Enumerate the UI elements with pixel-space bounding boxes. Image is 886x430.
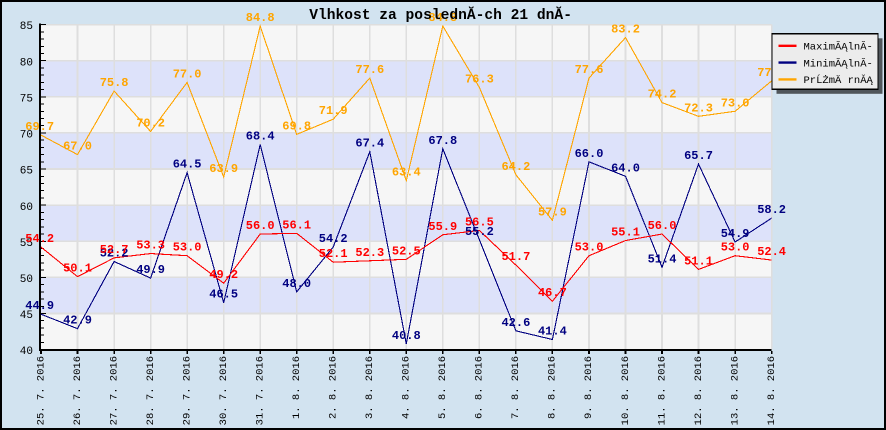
svg-text:67.8: 67.8 xyxy=(428,134,457,148)
svg-text:8. 8. 2016: 8. 8. 2016 xyxy=(547,356,559,419)
svg-text:64.2: 64.2 xyxy=(501,160,530,174)
svg-text:52.2: 52.2 xyxy=(100,247,129,261)
svg-text:84.8: 84.8 xyxy=(246,11,275,25)
svg-text:46.5: 46.5 xyxy=(209,288,238,302)
svg-text:13. 8. 2016: 13. 8. 2016 xyxy=(729,356,741,425)
svg-text:64.0: 64.0 xyxy=(611,161,640,175)
svg-text:67.0: 67.0 xyxy=(63,140,92,154)
svg-text:7. 8. 2016: 7. 8. 2016 xyxy=(510,356,522,419)
svg-text:57.9: 57.9 xyxy=(538,205,567,219)
svg-text:83.2: 83.2 xyxy=(611,23,640,37)
svg-text:58.2: 58.2 xyxy=(757,203,786,217)
svg-text:52.4: 52.4 xyxy=(757,245,786,259)
svg-text:50: 50 xyxy=(20,274,33,286)
svg-text:70: 70 xyxy=(20,130,33,142)
svg-text:25. 7. 2016: 25. 7. 2016 xyxy=(35,356,47,425)
svg-text:3. 8. 2016: 3. 8. 2016 xyxy=(364,356,376,419)
svg-text:63.4: 63.4 xyxy=(392,166,421,180)
svg-text:65.7: 65.7 xyxy=(684,149,713,163)
svg-text:MinimĂĄlnĂ-: MinimĂĄlnĂ- xyxy=(804,56,873,70)
svg-text:53.0: 53.0 xyxy=(575,241,604,255)
svg-text:55.2: 55.2 xyxy=(465,225,494,239)
svg-text:67.4: 67.4 xyxy=(355,137,384,151)
svg-text:10. 8. 2016: 10. 8. 2016 xyxy=(620,356,632,425)
svg-text:30. 7. 2016: 30. 7. 2016 xyxy=(218,356,230,425)
svg-text:2. 8. 2016: 2. 8. 2016 xyxy=(328,356,340,419)
svg-text:28. 7. 2016: 28. 7. 2016 xyxy=(145,356,157,425)
svg-text:84.8: 84.8 xyxy=(428,11,457,25)
svg-text:5. 8. 2016: 5. 8. 2016 xyxy=(437,356,449,419)
svg-text:77.6: 77.6 xyxy=(355,63,384,77)
svg-text:27. 7. 2016: 27. 7. 2016 xyxy=(108,356,120,425)
svg-text:26. 7. 2016: 26. 7. 2016 xyxy=(72,356,84,425)
svg-text:53.3: 53.3 xyxy=(136,239,165,253)
svg-text:44.9: 44.9 xyxy=(25,299,54,313)
svg-text:53.0: 53.0 xyxy=(173,241,202,255)
svg-text:48.0: 48.0 xyxy=(282,277,311,291)
svg-text:71.9: 71.9 xyxy=(319,104,348,118)
svg-text:52.3: 52.3 xyxy=(355,246,384,260)
svg-text:63.9: 63.9 xyxy=(209,162,238,176)
svg-text:52.1: 52.1 xyxy=(319,247,348,261)
svg-text:53.0: 53.0 xyxy=(721,241,750,255)
svg-text:46.7: 46.7 xyxy=(538,286,567,300)
svg-text:56.1: 56.1 xyxy=(282,218,311,232)
svg-text:54.2: 54.2 xyxy=(25,232,54,246)
svg-text:69.7: 69.7 xyxy=(25,120,54,134)
svg-text:77.0: 77.0 xyxy=(173,67,202,81)
svg-text:45: 45 xyxy=(20,310,33,322)
svg-text:11. 8. 2016: 11. 8. 2016 xyxy=(656,356,668,425)
svg-text:6. 8. 2016: 6. 8. 2016 xyxy=(474,356,486,419)
svg-text:41.4: 41.4 xyxy=(538,325,567,339)
svg-text:49.2: 49.2 xyxy=(209,268,238,282)
svg-text:4. 8. 2016: 4. 8. 2016 xyxy=(401,356,413,419)
svg-text:42.6: 42.6 xyxy=(501,316,530,330)
svg-text:Vlhkost za poslednĂ-ch 21 dnĂ-: Vlhkost za poslednĂ-ch 21 dnĂ- xyxy=(309,6,572,24)
svg-text:72.3: 72.3 xyxy=(684,101,713,115)
svg-text:56.0: 56.0 xyxy=(648,219,677,233)
svg-text:80: 80 xyxy=(20,57,33,69)
svg-text:69.8: 69.8 xyxy=(282,119,311,133)
svg-text:76.3: 76.3 xyxy=(465,72,494,86)
svg-text:56.0: 56.0 xyxy=(246,219,275,233)
svg-text:52.5: 52.5 xyxy=(392,244,421,258)
svg-text:55.9: 55.9 xyxy=(428,220,457,234)
svg-text:54.9: 54.9 xyxy=(721,227,750,241)
svg-text:75: 75 xyxy=(20,93,33,105)
svg-text:29. 7. 2016: 29. 7. 2016 xyxy=(181,356,193,425)
svg-text:66.0: 66.0 xyxy=(575,147,604,161)
svg-text:MaximĂĄlnĂ-: MaximĂĄlnĂ- xyxy=(804,40,873,54)
svg-text:55: 55 xyxy=(20,238,33,250)
svg-text:51.1: 51.1 xyxy=(684,254,713,268)
svg-text:60: 60 xyxy=(20,202,33,214)
svg-text:85: 85 xyxy=(20,21,33,33)
svg-text:51.4: 51.4 xyxy=(648,252,677,266)
svg-text:1. 8. 2016: 1. 8. 2016 xyxy=(291,356,303,419)
svg-text:50.1: 50.1 xyxy=(63,262,92,276)
svg-text:52.7: 52.7 xyxy=(100,243,129,257)
svg-text:56.5: 56.5 xyxy=(465,215,494,229)
svg-text:40.8: 40.8 xyxy=(392,329,421,343)
svg-text:55.1: 55.1 xyxy=(611,226,640,240)
svg-text:75.8: 75.8 xyxy=(100,76,129,90)
svg-text:54.2: 54.2 xyxy=(319,232,348,246)
svg-text:14. 8. 2016: 14. 8. 2016 xyxy=(766,356,778,425)
svg-text:31. 7. 2016: 31. 7. 2016 xyxy=(255,356,267,425)
svg-text:77.6: 77.6 xyxy=(575,63,604,77)
svg-text:42.9: 42.9 xyxy=(63,314,92,328)
svg-text:12. 8. 2016: 12. 8. 2016 xyxy=(693,356,705,425)
svg-text:64.5: 64.5 xyxy=(173,158,202,172)
svg-text:9. 8. 2016: 9. 8. 2016 xyxy=(583,356,595,419)
svg-text:68.4: 68.4 xyxy=(246,130,275,144)
svg-text:49.9: 49.9 xyxy=(136,263,165,277)
svg-text:74.2: 74.2 xyxy=(648,88,677,102)
svg-text:70.2: 70.2 xyxy=(136,117,165,131)
svg-text:40: 40 xyxy=(20,346,33,358)
svg-text:65: 65 xyxy=(20,166,33,178)
svg-text:PrĹŻmÄ rnĂĄ: PrĹŻmÄ rnĂĄ xyxy=(804,73,874,87)
svg-text:51.7: 51.7 xyxy=(501,250,530,264)
svg-text:73.0: 73.0 xyxy=(721,96,750,110)
